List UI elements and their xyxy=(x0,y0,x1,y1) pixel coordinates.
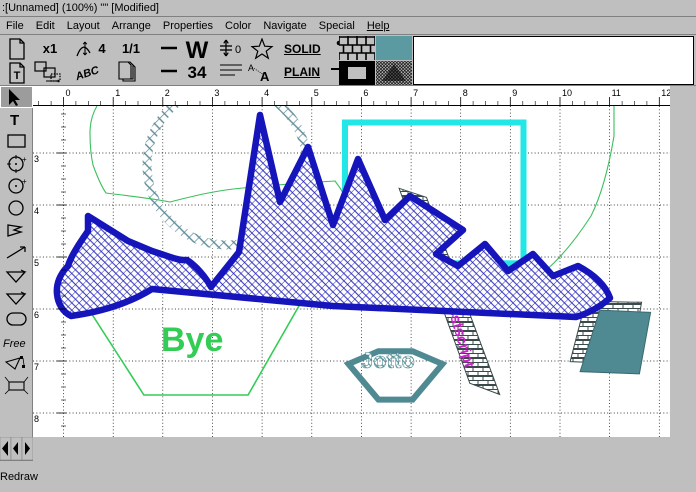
svg-text:9: 9 xyxy=(512,88,517,98)
svg-text:Free: Free xyxy=(3,338,26,350)
svg-text:0: 0 xyxy=(66,88,71,98)
svg-text:1: 1 xyxy=(115,88,120,98)
svg-text:T: T xyxy=(10,112,19,129)
svg-text:ABC: ABC xyxy=(73,64,99,83)
svg-text:11: 11 xyxy=(612,88,621,98)
svg-text:6: 6 xyxy=(363,88,368,98)
svg-text:0: 0 xyxy=(235,44,241,56)
svg-text:A: A xyxy=(260,69,270,82)
svg-text:Jotto: Jotto xyxy=(361,348,415,373)
svg-text:T: T xyxy=(14,70,21,82)
svg-text:12: 12 xyxy=(661,88,670,98)
svg-text:2: 2 xyxy=(165,88,170,98)
svg-text:4: 4 xyxy=(264,88,269,98)
svg-text:3: 3 xyxy=(214,88,219,98)
svg-text:+: + xyxy=(22,177,27,186)
svg-text:8: 8 xyxy=(463,88,468,98)
svg-text:7: 7 xyxy=(413,88,418,98)
svg-text:Bye: Bye xyxy=(161,321,223,359)
svg-text:+: + xyxy=(22,155,27,164)
svg-text:A: A xyxy=(248,63,254,73)
svg-text:5: 5 xyxy=(314,88,319,98)
svg-text:10: 10 xyxy=(562,88,572,98)
